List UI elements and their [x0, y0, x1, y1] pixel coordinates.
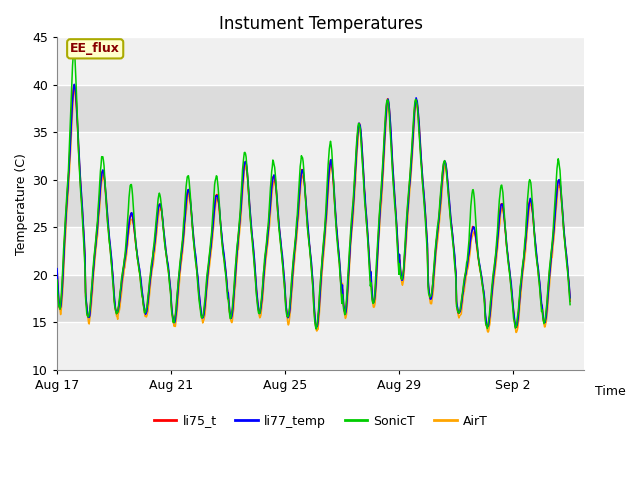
Bar — [57, 180, 584, 228]
Bar — [57, 132, 584, 180]
Bar — [57, 85, 584, 132]
Bar — [57, 275, 584, 323]
Text: EE_flux: EE_flux — [70, 42, 120, 55]
Legend: li75_t, li77_temp, SonicT, AirT: li75_t, li77_temp, SonicT, AirT — [148, 409, 493, 432]
Text: Time: Time — [595, 385, 626, 398]
Y-axis label: Temperature (C): Temperature (C) — [15, 153, 28, 254]
Bar — [57, 228, 584, 275]
Bar — [57, 37, 584, 85]
Title: Instument Temperatures: Instument Temperatures — [219, 15, 422, 33]
Bar — [57, 323, 584, 370]
